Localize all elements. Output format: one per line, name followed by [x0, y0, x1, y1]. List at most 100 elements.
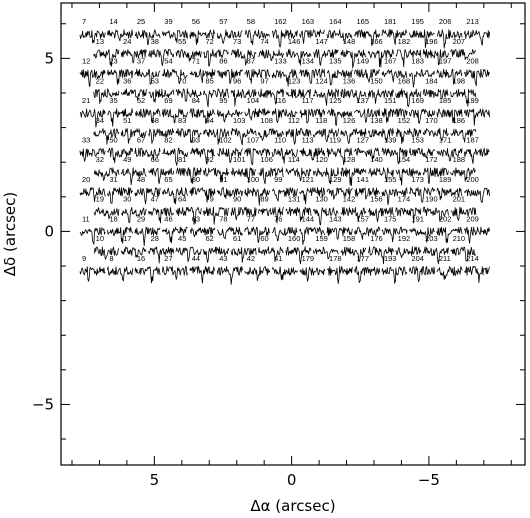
fiber-label: 21 — [82, 96, 90, 105]
fiber-label: 93 — [192, 136, 200, 145]
fiber-spectrum — [230, 167, 257, 184]
fiber-spectrum — [271, 147, 298, 164]
fiber-label: 193 — [384, 254, 397, 263]
fiber-label: 131 — [288, 195, 301, 204]
fiber-spectrum — [244, 68, 271, 84]
fiber-spectrum — [161, 108, 188, 124]
fiber-spectrum — [93, 49, 120, 67]
fiber-label: 25 — [137, 17, 145, 26]
fiber-label: 90 — [233, 195, 241, 204]
fiber-spectrum — [161, 226, 188, 244]
x-tick-label: 0 — [287, 471, 297, 489]
y-tick-label: −5 — [32, 395, 54, 413]
fiber-spectrum — [326, 187, 353, 200]
fiber-label: 62 — [205, 234, 213, 243]
fiber-spectrum — [285, 246, 312, 264]
fiber-label: 170 — [425, 116, 438, 125]
fiber-spectrum — [463, 266, 490, 284]
fiber-label: 17 — [123, 234, 131, 243]
fiber-spectrum — [107, 69, 134, 85]
fiber-spectrum — [367, 128, 394, 143]
fiber-spectrum — [299, 187, 326, 205]
fiber-spectrum — [463, 108, 490, 126]
fiber-label: 185 — [439, 96, 452, 105]
fiber-label: 27 — [164, 254, 172, 263]
fiber-label: 190 — [425, 195, 438, 204]
fiber-label: 10 — [96, 234, 104, 243]
fiber-label: 129 — [329, 175, 342, 184]
fiber-label: 38 — [151, 37, 159, 46]
fiber-label: 106 — [260, 155, 273, 164]
fiber-spectrum — [93, 128, 120, 145]
fiber-label: 100 — [247, 175, 260, 184]
fiber-label: 136 — [343, 76, 356, 85]
fiber-spectrum — [422, 206, 449, 222]
fiber-label: 68 — [151, 116, 159, 125]
fiber-spectrum — [175, 128, 202, 144]
fiber-label: 116 — [274, 96, 286, 105]
fiber-spectrum — [162, 147, 188, 166]
fiber-label: 78 — [219, 214, 227, 223]
fiber-label: 112 — [288, 116, 300, 125]
fiber-label: 153 — [411, 136, 424, 145]
fiber-spectrum — [313, 49, 339, 66]
fiber-spectrum — [93, 88, 120, 104]
fiber-label: 166 — [370, 37, 383, 46]
fiber-spectrum — [409, 266, 436, 283]
fiber-label: 61 — [233, 234, 241, 243]
fiber-label: 55 — [178, 37, 186, 46]
fiber-spectrum — [120, 88, 147, 102]
fiber-label: 130 — [315, 195, 328, 204]
fiber-label: 120 — [315, 155, 328, 164]
fiber-spectrum — [368, 167, 394, 183]
fiber-spectrum — [244, 266, 271, 281]
fiber-spectrum — [450, 246, 477, 262]
fiber-spectrum — [258, 88, 285, 105]
fiber-label: 7 — [82, 17, 86, 26]
fiber-label: 150 — [370, 76, 383, 85]
fiber-spectrum — [258, 206, 285, 224]
fiber-spectrum — [203, 88, 230, 108]
fiber-spectrum — [354, 147, 380, 162]
fiber-spectrum — [326, 226, 353, 240]
fiber-label: 30 — [123, 195, 131, 204]
fiber-spectrum — [189, 266, 216, 284]
fiber-label: 46 — [164, 214, 172, 223]
fiber-label: 33 — [82, 136, 90, 145]
fiber-spectrum — [148, 49, 175, 66]
fiber-label: 43 — [219, 254, 227, 263]
fiber-spectrum — [244, 108, 271, 121]
fiber-spectrum — [463, 29, 490, 46]
fiber-spectrum — [367, 89, 394, 104]
fiber-label: 204 — [411, 254, 424, 263]
fiber-spectrum — [216, 187, 243, 199]
fiber-label: 210 — [453, 234, 466, 243]
fiber-spectrum — [79, 266, 106, 282]
y-tick-label: 5 — [44, 49, 54, 67]
fiber-spectra — [79, 29, 490, 285]
fiber-spectrum — [381, 266, 408, 284]
fiber-spectrum — [354, 266, 381, 283]
fiber-spectrum — [217, 147, 243, 163]
fiber-spectrum — [107, 226, 134, 244]
fiber-spectrum — [175, 246, 202, 262]
fiber-label: 151 — [384, 96, 397, 105]
fiber-spectrum — [271, 108, 298, 123]
fiber-spectrum — [120, 167, 147, 186]
fiber-spectrum — [134, 226, 161, 247]
fiber-spectrum — [381, 29, 408, 45]
fiber-label: 103 — [233, 116, 246, 125]
fiber-spectrum — [463, 226, 490, 244]
fiber-spectrum — [436, 108, 463, 124]
fiber-spectrum — [312, 88, 339, 106]
fiber-spectrum — [79, 187, 106, 203]
fiber-label: 146 — [288, 37, 301, 46]
fiber-label: 104 — [247, 96, 260, 105]
fiber-spectrum — [93, 167, 120, 181]
fiber-spectrum — [107, 147, 134, 164]
fiber-label: 52 — [137, 96, 145, 105]
fiber-spectrum — [395, 167, 422, 186]
fiber-label: 39 — [164, 17, 172, 26]
fiber-label: 53 — [151, 76, 159, 85]
fiber-spectrum — [354, 29, 381, 46]
